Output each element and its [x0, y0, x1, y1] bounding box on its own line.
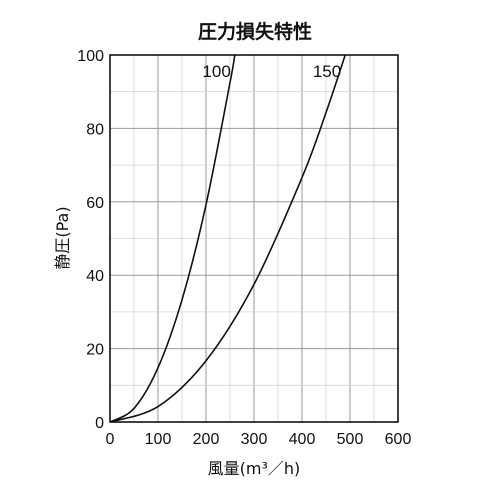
y-tick-label: 0 — [95, 415, 104, 432]
x-tick-label: 100 — [145, 431, 172, 448]
series-line-150 — [109, 54, 346, 423]
y-tick-labels: 0 20 40 60 80 100 — [77, 48, 104, 432]
x-tick-label: 200 — [193, 431, 220, 448]
y-tick-label: 60 — [86, 195, 104, 212]
y-tick-label: 100 — [77, 48, 104, 65]
x-tick-label: 600 — [385, 431, 412, 448]
chart-title: 圧力損失特性 — [198, 20, 312, 43]
y-axis-label: 静圧(Pa) — [53, 206, 72, 269]
x-tick-labels: 0 100 200 300 400 500 600 — [106, 431, 412, 448]
series-line-100 — [109, 54, 236, 423]
x-tick-label: 400 — [289, 431, 316, 448]
x-tick-label: 0 — [106, 431, 115, 448]
x-tick-label: 300 — [241, 431, 268, 448]
series-labels: 100 150 — [202, 62, 341, 81]
y-tick-label: 20 — [86, 342, 104, 359]
series-label-150: 150 — [313, 62, 341, 81]
y-tick-label: 40 — [86, 268, 104, 285]
x-axis-label: 風量(m³／h) — [208, 459, 301, 478]
grid — [110, 55, 398, 422]
y-tick-label: 80 — [86, 121, 104, 138]
x-tick-label: 500 — [337, 431, 364, 448]
plot-frame — [109, 54, 399, 423]
series-label-100: 100 — [202, 62, 230, 81]
curves — [109, 54, 346, 423]
